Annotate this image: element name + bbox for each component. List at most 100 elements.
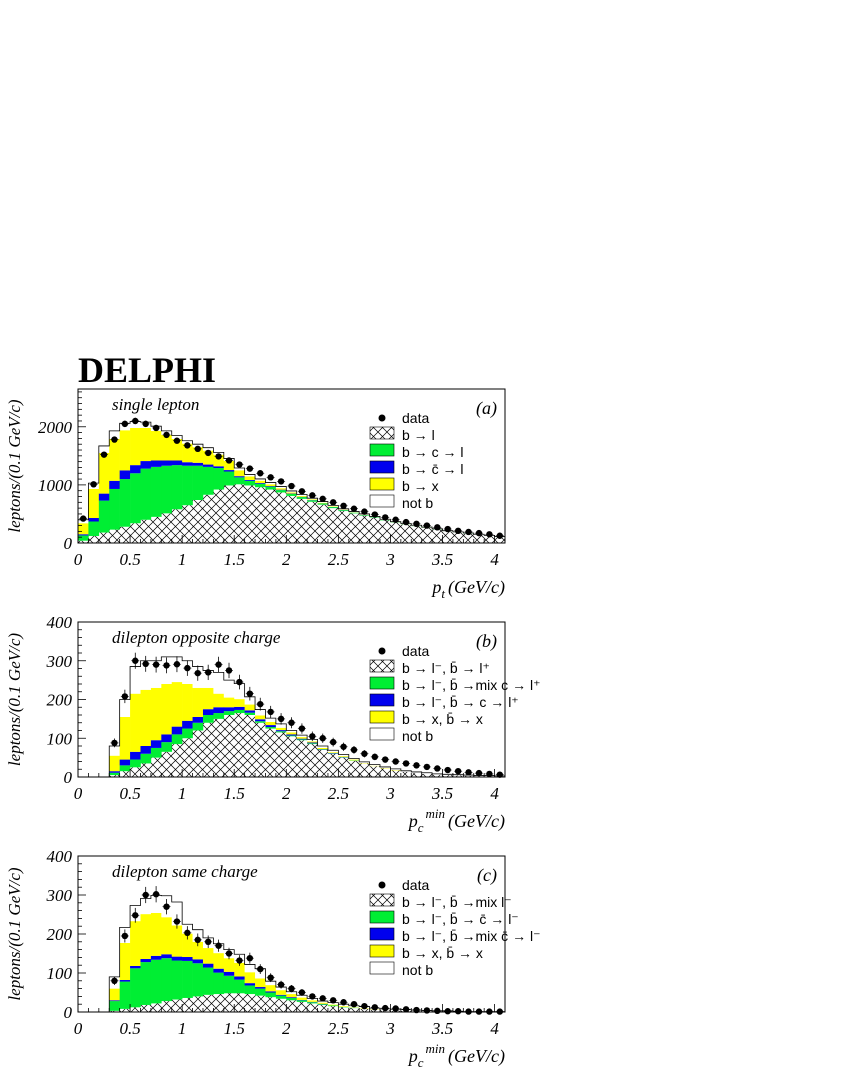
bar-c-s1-b2	[130, 968, 141, 1008]
legend-swatch-a-1	[369, 426, 395, 440]
data-point-c-11	[225, 950, 233, 957]
xtick-label-a-2: 1	[178, 550, 187, 569]
bar-c-s2-b5	[161, 954, 173, 959]
bar-a-s0-b32	[411, 526, 422, 543]
data-point-b-4	[152, 661, 160, 668]
bar-b-s1-b0	[109, 772, 120, 776]
data-point-b-34	[465, 769, 472, 776]
legend-label-c-0: data	[402, 877, 429, 893]
bar-b-s0-b22	[338, 757, 350, 778]
bar-c-s0-b3	[140, 1004, 152, 1012]
bar-c-s3-b11	[223, 958, 235, 972]
bar-a-s1-b20	[286, 493, 297, 496]
bar-a-s3-b0	[78, 523, 89, 535]
bar-a-s3-b18	[265, 484, 277, 487]
bar-b-s4-b11	[223, 680, 235, 698]
bar-b-s2-b3	[140, 746, 152, 754]
bar-c-s4-b4	[150, 895, 162, 913]
data-point-a-26	[350, 505, 358, 512]
bar-a-s3-b5	[130, 427, 141, 466]
ylabel-b: leptons/(0.1 GeV/c)	[5, 633, 24, 766]
xtick-label-c-6: 3	[385, 1019, 395, 1038]
bar-b-s3-b17	[286, 732, 297, 735]
bar-a-s2-b2	[98, 493, 110, 501]
bar-c-s1-b20	[317, 1004, 329, 1005]
bar-a-s4-b25	[338, 508, 350, 510]
bar-c-s3-b3	[140, 914, 152, 959]
xtick-label-a-5: 2.5	[328, 550, 349, 569]
bar-c-s2-b16	[275, 994, 287, 996]
bar-b-s0-b28	[400, 771, 412, 777]
panel-tag-a: (a)	[476, 398, 497, 419]
xtick-label-b-0: 0	[74, 784, 83, 803]
bar-c-s1-b15	[265, 992, 277, 998]
panel-tag-c: (c)	[477, 865, 497, 886]
xtick-label-b-1: 0.5	[119, 784, 140, 803]
bar-b-s1-b5	[161, 742, 173, 752]
data-point-c-28	[402, 1006, 410, 1013]
bar-a-s0-b29	[380, 520, 391, 543]
ytick-label-c-0: 0	[64, 1003, 73, 1022]
bar-c-s0-b19	[307, 1003, 318, 1012]
bar-c-s1-b1	[119, 981, 131, 1009]
bar-b-s3-b5	[161, 684, 173, 735]
bar-b-s1-b2	[130, 759, 141, 768]
bar-b-s3-b22	[338, 756, 350, 757]
data-point-c-27	[392, 1005, 399, 1012]
ytick-label-a-0: 0	[64, 534, 73, 553]
bar-b-s0-b7	[182, 738, 193, 777]
bar-a-s1-b24	[327, 507, 339, 509]
bar-b-s2-b12	[234, 706, 245, 710]
bar-b-s3-b8	[192, 687, 204, 717]
data-point-b-13	[246, 690, 254, 697]
bar-a-s1-b13	[213, 468, 225, 490]
bar-c-s3-b8	[192, 941, 204, 960]
bar-a-s3-b7	[150, 430, 162, 461]
data-point-a-15	[236, 461, 243, 468]
data-point-c-31	[434, 1007, 441, 1015]
legend-label-a-5: not b	[402, 495, 433, 511]
bar-b-s3-b2	[130, 693, 141, 752]
legend-swatch-a-4	[369, 477, 395, 491]
bar-a-s2-b3	[109, 480, 120, 489]
bar-b-s1-b4	[150, 747, 162, 758]
data-point-a-14	[225, 457, 233, 464]
bar-a-s1-b4	[119, 479, 131, 527]
bar-b-s4-b4	[150, 660, 162, 688]
bar-b-s3-b6	[171, 682, 183, 727]
bar-b-s1-b16	[275, 731, 287, 733]
legend-swatch-b-2	[369, 676, 395, 690]
bar-c-s3-b18	[296, 997, 308, 1000]
bar-b-s2-b5	[161, 734, 173, 743]
bar-a-s0-b3	[109, 529, 120, 543]
bar-c-s3-b22	[338, 1006, 350, 1007]
data-point-c-19	[309, 993, 316, 1000]
bar-b-s3-b3	[140, 689, 152, 746]
bar-a-s1-b8	[161, 465, 173, 514]
bar-b-s3-b1	[119, 716, 131, 760]
bar-c-s3-b21	[327, 1004, 339, 1006]
data-point-b-33	[454, 767, 462, 775]
data-point-c-14	[257, 965, 264, 973]
bar-a-s4-b12	[202, 447, 214, 451]
bar-b-s3-b16	[275, 727, 287, 731]
legend-swatch-a-2	[369, 443, 395, 457]
bar-a-s0-b15	[234, 484, 245, 543]
bar-c-s1-b14	[255, 988, 266, 996]
legend-label-b-5: not b	[402, 728, 433, 744]
ytick-label-b-1: 100	[47, 729, 73, 748]
bar-a-s2-b9	[171, 460, 183, 466]
panel-a: 0 0.5 1 1.5 2 2.5 3 3.5 4 0 1000 2000 leptons/(0.1 G…	[5, 388, 506, 601]
bar-c-s2-b3	[140, 958, 152, 963]
data-point-a-22	[309, 492, 316, 499]
bar-a-s3-b23	[317, 502, 329, 504]
data-point-c-20	[319, 995, 326, 1002]
ytick-label-c-2: 200	[47, 925, 73, 944]
ytick-label-c-3: 300	[46, 886, 73, 905]
bar-b-s3-b4	[150, 687, 162, 741]
bar-b-s3-b11	[223, 697, 235, 708]
bar-c-s1-b16	[275, 995, 287, 999]
bar-c-s2-b14	[255, 987, 266, 989]
bar-b-s2-b1	[119, 759, 131, 766]
data-point-a-2	[100, 451, 108, 458]
